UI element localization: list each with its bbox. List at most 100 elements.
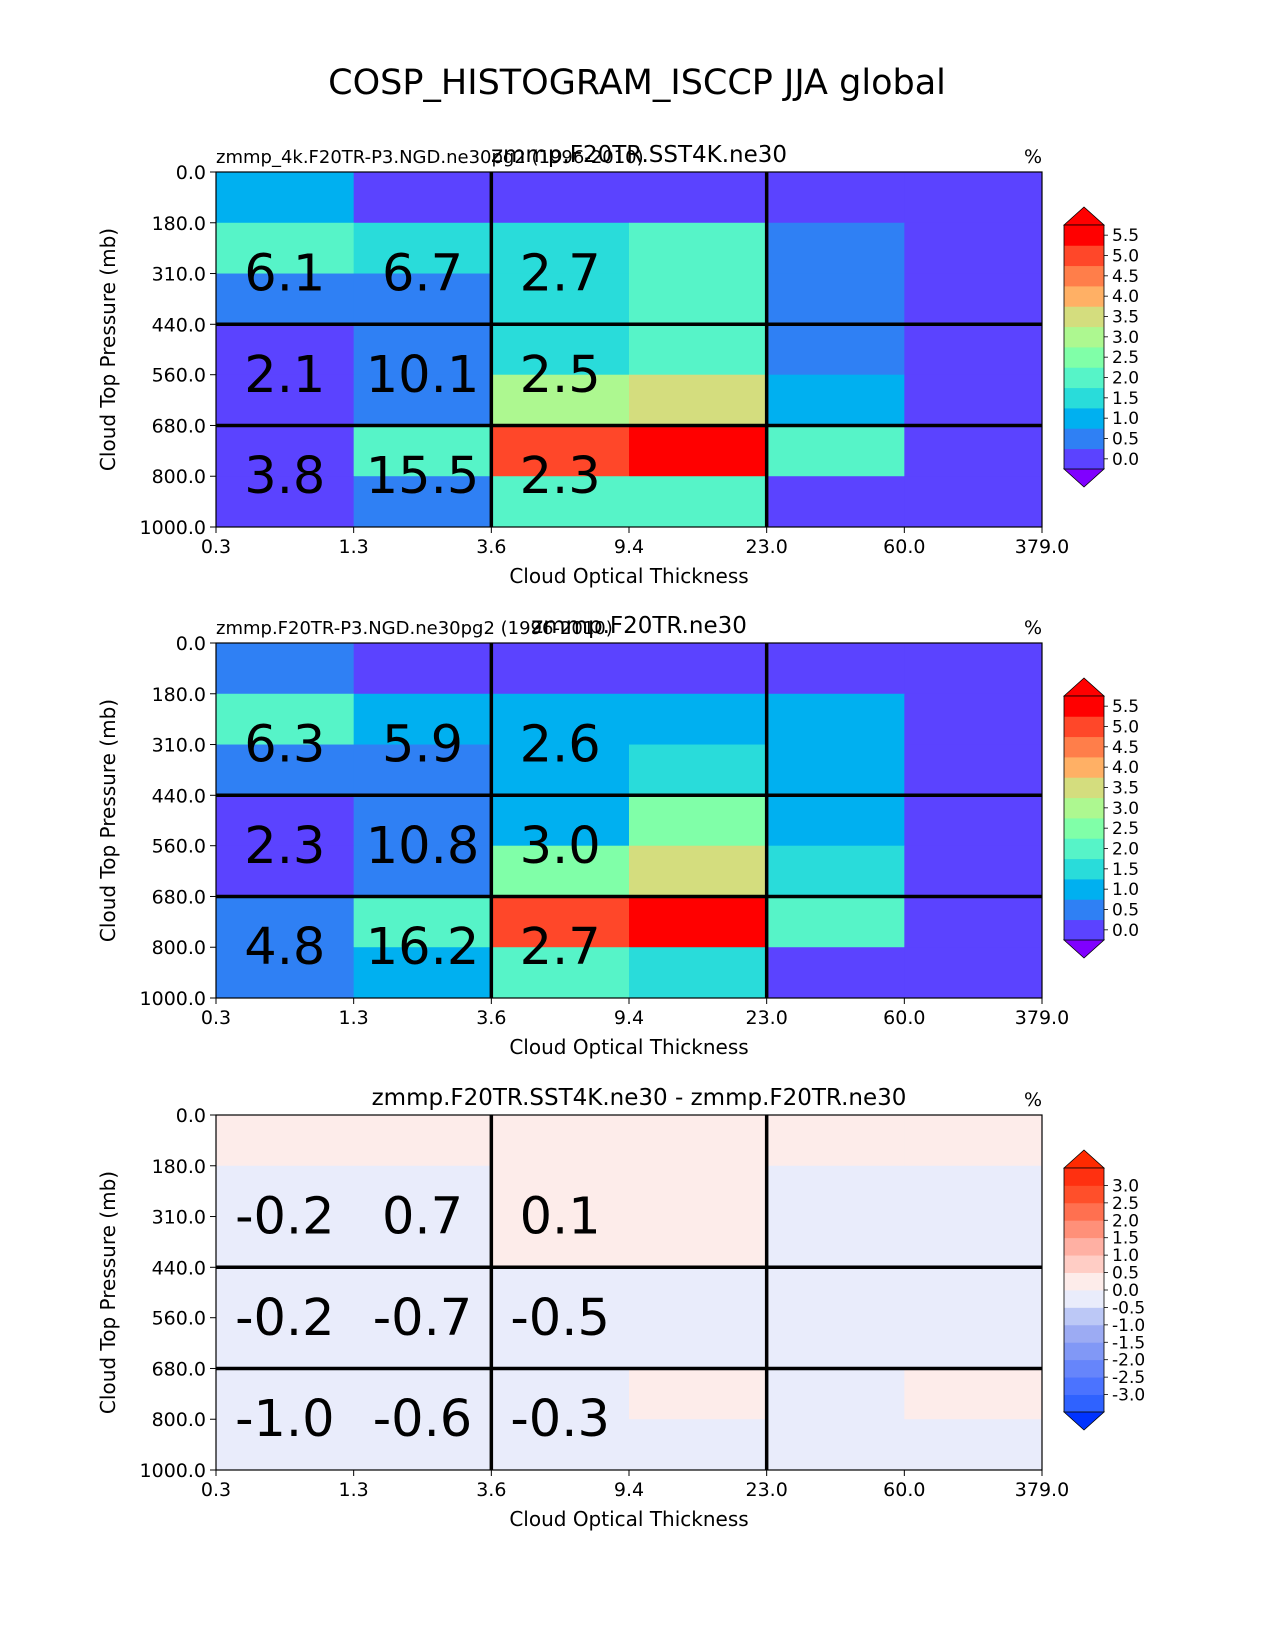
x-tick-label: 23.0	[746, 536, 788, 558]
heatmap-cell	[216, 845, 355, 897]
panel-title: zmmp.F20TR.ne30	[531, 613, 747, 639]
colorbar-tick-label: 3.0	[1112, 799, 1139, 819]
colorbar-segment	[1064, 387, 1104, 409]
colorbar-segment	[1064, 1272, 1104, 1291]
heatmap-cell	[491, 896, 630, 948]
heatmap-cell	[353, 1368, 492, 1420]
colorbar-segment	[1064, 1220, 1104, 1239]
y-tick-label: 310.0	[152, 1207, 206, 1229]
heatmap-cell	[491, 476, 630, 528]
colorbar-tick-label: 5.0	[1112, 718, 1139, 738]
heatmap-cell	[904, 1368, 1043, 1420]
heatmap-cell	[491, 947, 630, 999]
colorbar-segment	[1064, 245, 1104, 267]
y-tick-label: 560.0	[152, 365, 206, 387]
heatmap-cell	[904, 1317, 1043, 1369]
colorbar-segment	[1064, 1255, 1104, 1273]
heatmap-cell	[629, 896, 768, 948]
x-tick-label: 3.6	[476, 1479, 506, 1501]
y-tick-label: 440.0	[152, 785, 206, 807]
colorbar-frame	[1063, 695, 1105, 941]
heatmap-cell	[904, 476, 1043, 528]
x-tick-label: 3.6	[476, 536, 506, 558]
heatmap-cell	[904, 1267, 1043, 1319]
heatmap-cell	[766, 643, 905, 695]
heatmap-cell	[353, 643, 492, 695]
heatmap-cell	[904, 1115, 1043, 1167]
heatmap-cell	[629, 1419, 768, 1471]
colorbar-tick-label: -1.0	[1112, 1316, 1145, 1336]
colorbar-tick-label: 0.0	[1112, 921, 1139, 941]
y-tick-label: 560.0	[152, 1308, 206, 1330]
heatmap-cell	[216, 1216, 355, 1268]
heatmap-cell	[904, 1419, 1043, 1471]
colorbar-tick-label: 2.0	[1112, 369, 1139, 389]
heatmap-cell	[353, 1317, 492, 1369]
x-tick-label: 1.3	[339, 1007, 369, 1029]
heatmap-cell	[216, 1165, 355, 1218]
colorbar-segment	[1064, 696, 1104, 717]
heatmap-cell	[353, 1165, 492, 1218]
heatmap-cell	[629, 744, 768, 796]
heatmap-cell	[353, 222, 492, 275]
heatmap-cell	[353, 324, 492, 376]
colorbar-tick-label: 3.0	[1112, 1176, 1139, 1196]
box-value-label: 15.5	[366, 447, 480, 506]
colorbar-segment	[1064, 1394, 1104, 1413]
x-tick-label: 0.3	[201, 536, 231, 558]
colorbar: 5.55.04.54.03.53.02.52.01.51.00.50.0	[1062, 206, 1139, 488]
colorbar-extend-top	[1062, 206, 1106, 226]
colorbar-tick-label: 0.5	[1112, 901, 1139, 921]
colorbar-segment	[1064, 428, 1104, 450]
heatmap-cell	[629, 1216, 768, 1268]
colorbar-segment	[1064, 716, 1104, 738]
box-value-label: 2.1	[244, 346, 325, 405]
y-tick-label: 310.0	[152, 264, 206, 286]
box-value-label: 0.7	[382, 1188, 463, 1247]
y-axis-label: Cloud Top Pressure (mb)	[96, 699, 120, 942]
heatmap-cell	[904, 324, 1043, 376]
figure-title: COSP_HISTOGRAM_ISCCP JJA global	[328, 63, 946, 103]
heatmap-cell	[216, 1115, 355, 1167]
colorbar-tick-label: 3.5	[1112, 779, 1139, 799]
heatmap-cell	[766, 1267, 905, 1319]
y-tick-label: 440.0	[152, 1257, 206, 1279]
colorbar-segment	[1064, 367, 1104, 389]
heatmap-cell	[629, 324, 768, 376]
colorbar-tick-label: 1.0	[1112, 1246, 1139, 1266]
x-tick-label: 9.4	[614, 1007, 644, 1029]
heatmap-cell	[904, 845, 1043, 897]
heatmap-cell	[491, 845, 630, 897]
y-axis-label: Cloud Top Pressure (mb)	[96, 1171, 120, 1414]
heatmap-cell	[766, 744, 905, 796]
heatmap-cell	[629, 1368, 768, 1420]
heatmap-cell	[766, 1115, 905, 1167]
x-tick-label: 379.0	[1015, 1007, 1069, 1029]
heatmap-cell	[766, 947, 905, 999]
heatmap-cells	[216, 1115, 1043, 1471]
heatmap-cell	[491, 273, 630, 325]
chart-panel-3: -0.2 0.7 0.1-0.2 -0.7 -0.5-1.0 -0.6 -0.30.3 1.3…	[96, 1085, 1145, 1531]
heatmap-cell	[491, 795, 630, 847]
y-tick-label: 800.0	[152, 937, 206, 959]
colorbar-segment	[1064, 286, 1104, 307]
x-tick-label: 0.3	[201, 1007, 231, 1029]
heatmap-cell	[216, 896, 355, 948]
colorbar-segment	[1064, 225, 1104, 246]
colorbar-extend-top	[1062, 1149, 1106, 1169]
heatmap-cell	[216, 947, 355, 999]
heatmap-cell	[353, 1216, 492, 1268]
y-tick-label: 0.0	[176, 1105, 206, 1127]
x-tick-label: 379.0	[1015, 536, 1069, 558]
heatmap-cell	[353, 476, 492, 528]
box-value-label: 10.1	[366, 346, 480, 405]
heatmap-cell	[629, 374, 768, 426]
heatmap-cell	[491, 324, 630, 376]
colorbar-tick-label: 1.0	[1112, 880, 1139, 900]
colorbar-segment	[1064, 1237, 1104, 1256]
colorbar-tick-label: 1.5	[1112, 860, 1139, 880]
units-label: %	[1024, 146, 1042, 168]
box-value-label: 6.1	[244, 245, 325, 304]
heatmap-cell	[904, 1216, 1043, 1268]
heatmap-cell	[491, 744, 630, 796]
